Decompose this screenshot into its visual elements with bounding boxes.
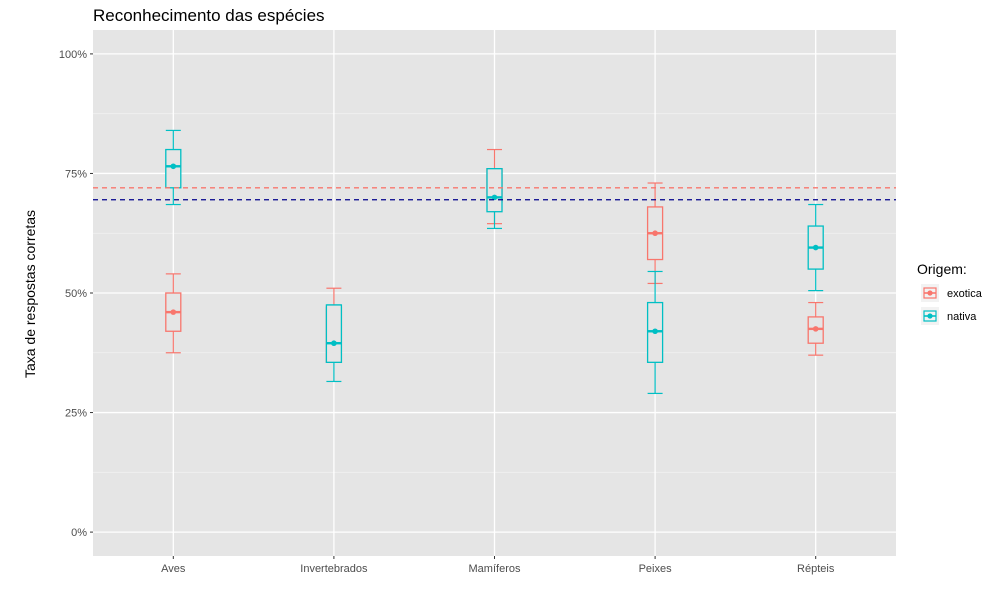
box xyxy=(325,304,343,363)
mean-point xyxy=(652,328,658,335)
chart-title: Reconhecimento das espécies xyxy=(93,6,325,25)
legend-title: Origem: xyxy=(917,261,967,277)
legend-item-exotica: exotica xyxy=(921,284,983,302)
legend: Origem: exotica nativa xyxy=(917,261,983,325)
errorbar-nativa xyxy=(646,270,664,395)
box xyxy=(486,168,503,213)
mean-point xyxy=(491,194,498,201)
mean-point xyxy=(331,340,337,347)
errorbar-nativa xyxy=(807,203,824,292)
x-tick-label: Peixes xyxy=(639,563,673,575)
plot-panel xyxy=(93,30,896,556)
legend-key-point xyxy=(927,290,933,296)
y-tick-label: 100% xyxy=(59,49,87,61)
chart-marks xyxy=(93,129,896,395)
y-tick-label: 75% xyxy=(65,168,87,180)
mean-point xyxy=(812,244,819,251)
errorbar-exotica xyxy=(165,273,182,354)
errorbar-exotica xyxy=(646,182,664,285)
errorbar-exotica xyxy=(807,301,824,356)
mean-point xyxy=(170,163,177,170)
mean-point xyxy=(652,230,658,237)
mean-point xyxy=(170,309,177,315)
axes: 0% 25% 50% 75% 100% Aves Invertebrados Mamífero… xyxy=(59,49,835,575)
errorbar-nativa xyxy=(486,168,503,230)
legend-label: nativa xyxy=(947,311,977,323)
y-tick-label: 25% xyxy=(65,408,87,420)
x-tick-label: Aves xyxy=(161,563,186,575)
errorbar-nativa xyxy=(325,304,343,383)
mean-point xyxy=(812,326,819,332)
legend-item-nativa: nativa xyxy=(921,307,977,325)
legend-label: exotica xyxy=(947,288,983,300)
x-tick-label: Invertebrados xyxy=(300,563,368,575)
y-tick-label: 50% xyxy=(65,288,87,300)
x-tick-label: Répteis xyxy=(797,563,835,575)
y-tick-label: 0% xyxy=(71,527,87,539)
errorbar-nativa xyxy=(165,129,182,206)
legend-key-point xyxy=(927,313,933,319)
y-axis-title: Taxa de respostas corretas xyxy=(22,210,38,378)
x-tick-label: Mamíferos xyxy=(469,563,521,575)
